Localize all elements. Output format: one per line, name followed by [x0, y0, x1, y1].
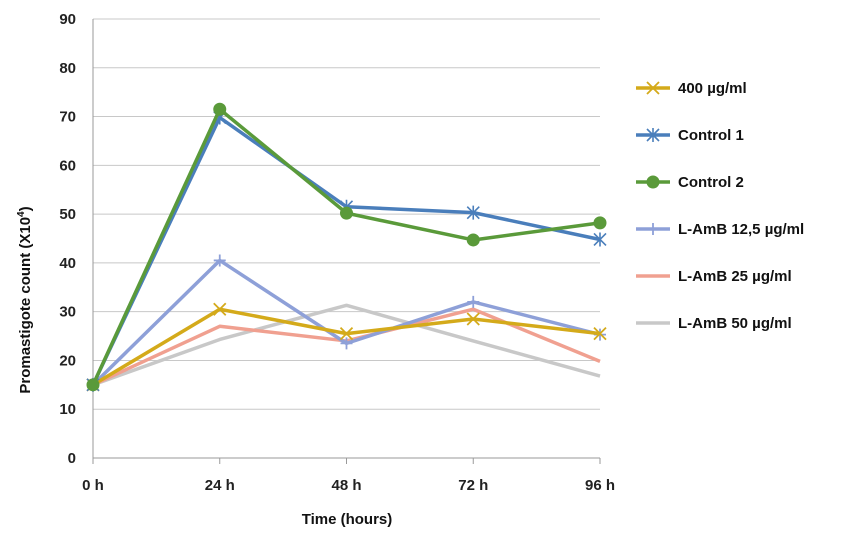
data-point-marker [213, 254, 226, 267]
series-lines [86, 102, 607, 392]
y-tick-label: 50 [59, 206, 76, 223]
data-point-marker [593, 216, 607, 230]
series-line [91, 258, 601, 387]
legend-item: L-AmB 25 µg/ml [636, 268, 792, 285]
data-point-marker [86, 378, 100, 392]
legend-item: Control 2 [636, 174, 744, 191]
series-line [92, 303, 601, 387]
series-6 [92, 303, 601, 387]
y-tick-label: 0 [68, 450, 76, 467]
y-tick-label: 60 [59, 157, 76, 174]
y-axis-title-main: Promastigote count (X10 [17, 217, 34, 394]
legend-label: L-AmB 50 µg/ml [678, 315, 792, 332]
y-tick-label: 40 [59, 255, 76, 272]
data-point-marker [340, 206, 353, 220]
data-point-marker [466, 312, 480, 326]
series-2 [86, 110, 607, 392]
data-point-marker [339, 326, 354, 341]
x-axis-title: Time (hours) [302, 511, 393, 528]
legend-item: 400 µg/ml [636, 80, 747, 97]
y-tick-label: 80 [59, 60, 76, 77]
x-tick-label: 48 h [331, 477, 361, 494]
legend-label: Control 1 [678, 127, 744, 144]
legend-label: 400 µg/ml [678, 80, 747, 97]
data-point-marker [466, 233, 480, 247]
data-point-marker [467, 295, 480, 308]
legend-marker [647, 223, 659, 235]
series-4 [87, 254, 606, 391]
legend-label: Control 2 [678, 174, 744, 191]
y-tick-labels: 0 10 20 30 40 50 60 70 80 90 [59, 11, 76, 467]
legend-label: L-AmB 12,5 µg/ml [678, 221, 804, 238]
data-point-marker [213, 302, 227, 316]
legend-item: L-AmB 50 µg/ml [636, 315, 792, 332]
x-tick-label: 96 h [585, 477, 615, 494]
x-tick-label: 72 h [458, 477, 488, 494]
data-point-marker [213, 102, 227, 116]
series-3 [86, 102, 607, 392]
legend-marker [646, 128, 660, 142]
legend-label: L-AmB 25 µg/ml [678, 268, 792, 285]
legend-marker [646, 81, 660, 95]
legend: 400 µg/ml Control 1 Control 2 L-AmB 12,5 µg… [636, 80, 804, 332]
x-tick-labels: 0 h 24 h 48 h 72 h 96 h [82, 477, 615, 494]
x-tick-label: 24 h [205, 477, 235, 494]
data-point-marker [593, 326, 607, 341]
x-tick-label: 0 h [82, 477, 104, 494]
data-point-marker [593, 232, 607, 247]
y-axis-title: Promastigote count (X104) [16, 206, 34, 393]
legend-item: Control 1 [636, 127, 744, 144]
y-tick-label: 90 [59, 11, 76, 28]
legend-marker [646, 175, 660, 189]
y-tick-label: 30 [59, 304, 76, 321]
y-axis-title-sup: 4 [16, 211, 27, 217]
y-tick-label: 70 [59, 109, 76, 126]
gridlines [92, 18, 601, 464]
y-axis-title-end: ) [17, 206, 34, 211]
legend-item: L-AmB 12,5 µg/ml [636, 221, 804, 238]
y-tick-label: 20 [59, 352, 76, 369]
data-point-marker [340, 337, 353, 350]
data-point-marker [466, 205, 480, 220]
y-tick-label: 10 [59, 401, 76, 418]
